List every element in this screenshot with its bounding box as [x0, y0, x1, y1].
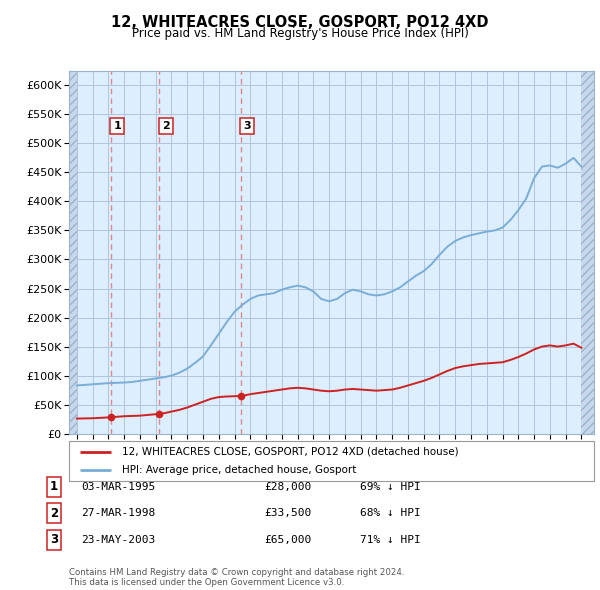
- Text: 12, WHITEACRES CLOSE, GOSPORT, PO12 4XD (detached house): 12, WHITEACRES CLOSE, GOSPORT, PO12 4XD …: [121, 447, 458, 457]
- Text: £65,000: £65,000: [264, 535, 311, 545]
- Text: £33,500: £33,500: [264, 509, 311, 518]
- FancyBboxPatch shape: [69, 441, 594, 481]
- Text: 23-MAY-2003: 23-MAY-2003: [81, 535, 155, 545]
- Bar: [581, 71, 594, 434]
- Text: £28,000: £28,000: [264, 482, 311, 491]
- Text: 2: 2: [162, 121, 169, 131]
- Text: 03-MAR-1995: 03-MAR-1995: [81, 482, 155, 491]
- Text: 3: 3: [50, 533, 58, 546]
- Text: 12, WHITEACRES CLOSE, GOSPORT, PO12 4XD: 12, WHITEACRES CLOSE, GOSPORT, PO12 4XD: [111, 15, 489, 30]
- Text: 1: 1: [50, 480, 58, 493]
- Text: 68% ↓ HPI: 68% ↓ HPI: [360, 509, 421, 518]
- Text: 1: 1: [113, 121, 121, 131]
- Bar: [69, 71, 77, 434]
- Text: 2: 2: [50, 507, 58, 520]
- Text: 71% ↓ HPI: 71% ↓ HPI: [360, 535, 421, 545]
- Text: HPI: Average price, detached house, Gosport: HPI: Average price, detached house, Gosp…: [121, 465, 356, 475]
- Text: Price paid vs. HM Land Registry's House Price Index (HPI): Price paid vs. HM Land Registry's House …: [131, 27, 469, 40]
- Text: 69% ↓ HPI: 69% ↓ HPI: [360, 482, 421, 491]
- Text: 27-MAR-1998: 27-MAR-1998: [81, 509, 155, 518]
- Text: 3: 3: [243, 121, 251, 131]
- Text: Contains HM Land Registry data © Crown copyright and database right 2024.
This d: Contains HM Land Registry data © Crown c…: [69, 568, 404, 587]
